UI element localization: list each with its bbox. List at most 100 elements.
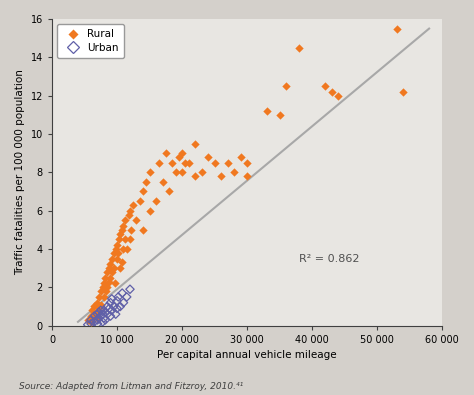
Point	[263, 108, 270, 114]
Point	[105, 305, 113, 312]
Point	[110, 303, 118, 310]
Point	[107, 275, 114, 281]
Point	[89, 307, 96, 314]
Point	[103, 269, 111, 275]
Point	[112, 246, 119, 252]
Point	[120, 223, 128, 229]
Point	[105, 278, 112, 285]
Point	[162, 150, 170, 156]
Point	[109, 256, 116, 262]
Point	[95, 309, 102, 316]
Point	[276, 112, 283, 118]
Point	[126, 207, 134, 214]
Point	[204, 154, 212, 160]
Point	[84, 322, 91, 328]
Point	[108, 269, 116, 275]
X-axis label: Per capital annual vehicle mileage: Per capital annual vehicle mileage	[157, 350, 337, 360]
Point	[321, 83, 329, 89]
Point	[129, 202, 137, 208]
Point	[95, 315, 102, 321]
Point	[94, 317, 101, 323]
Point	[96, 294, 103, 300]
Point	[224, 160, 231, 166]
Point	[105, 265, 113, 271]
Point	[87, 319, 95, 325]
Point	[230, 169, 238, 175]
Point	[112, 311, 119, 317]
Point	[159, 179, 166, 185]
Point	[121, 236, 128, 243]
Point	[125, 211, 133, 218]
Point	[110, 265, 118, 271]
Point	[165, 188, 173, 195]
Point	[243, 160, 251, 166]
Point	[133, 217, 140, 224]
Point	[101, 309, 109, 316]
Point	[91, 319, 98, 325]
Point	[108, 307, 116, 314]
Point	[99, 284, 107, 290]
Point	[237, 154, 244, 160]
Point	[107, 261, 114, 267]
Point	[100, 307, 108, 314]
Point	[399, 88, 407, 95]
Point	[243, 173, 251, 179]
Point	[182, 160, 189, 166]
Point	[113, 256, 121, 262]
Point	[92, 311, 100, 317]
Point	[282, 83, 290, 89]
Point	[211, 160, 219, 166]
Point	[168, 160, 176, 166]
Point	[126, 286, 134, 292]
Point	[95, 305, 102, 312]
Point	[87, 317, 95, 323]
Point	[217, 173, 225, 179]
Point	[117, 265, 124, 271]
Point	[87, 313, 95, 319]
Point	[110, 250, 118, 256]
Point	[146, 207, 153, 214]
Point	[185, 160, 192, 166]
Point	[198, 169, 205, 175]
Point	[94, 315, 101, 321]
Point	[122, 217, 129, 224]
Point	[100, 294, 108, 300]
Point	[97, 307, 105, 314]
Point	[101, 317, 109, 323]
Point	[97, 313, 105, 319]
Point	[97, 288, 105, 294]
Point	[178, 169, 186, 175]
Point	[115, 294, 122, 300]
Point	[334, 92, 342, 99]
Point	[128, 227, 135, 233]
Point	[178, 150, 186, 156]
Point	[113, 297, 121, 304]
Point	[113, 242, 121, 248]
Point	[103, 311, 111, 317]
Y-axis label: Traffic fatalities per 100 000 population: Traffic fatalities per 100 000 populatio…	[15, 70, 25, 275]
Point	[118, 227, 126, 233]
Point	[143, 179, 150, 185]
Point	[139, 188, 147, 195]
Point	[101, 275, 109, 281]
Point	[113, 305, 121, 312]
Point	[123, 294, 130, 300]
Point	[84, 317, 91, 323]
Point	[102, 288, 109, 294]
Point	[108, 296, 116, 302]
Point	[139, 227, 147, 233]
Point	[107, 313, 114, 319]
Point	[87, 321, 95, 327]
Point	[155, 160, 163, 166]
Point	[120, 299, 128, 306]
Point	[91, 303, 98, 310]
Point	[136, 198, 144, 204]
Point	[111, 280, 119, 287]
Point	[115, 250, 122, 256]
Point	[393, 25, 401, 32]
Point	[117, 231, 124, 237]
Point	[103, 284, 111, 290]
Point	[94, 311, 101, 317]
Point	[91, 313, 98, 319]
Point	[191, 141, 199, 147]
